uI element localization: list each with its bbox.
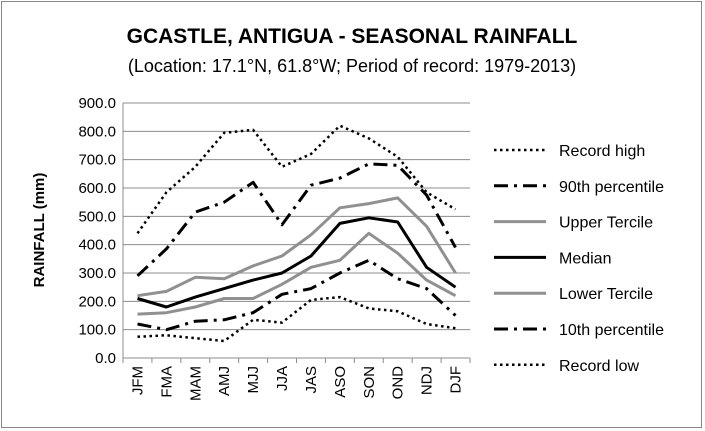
legend-label: Upper Tercile bbox=[559, 215, 653, 232]
x-tick-label: MAM bbox=[187, 366, 204, 401]
gridlines bbox=[123, 102, 470, 359]
chart-subtitle: (Location: 17.1°N, 61.8°W; Period of rec… bbox=[128, 56, 576, 76]
y-tick-label: 700.0 bbox=[78, 152, 116, 169]
x-tick-label: JJA bbox=[274, 366, 291, 391]
x-tick-label: FMA bbox=[158, 366, 175, 398]
x-tick-label: JAS bbox=[303, 366, 320, 394]
x-tick-label: SON bbox=[361, 366, 378, 399]
x-tick-label: ASO bbox=[332, 366, 349, 398]
x-tick-label: MJJ bbox=[245, 366, 262, 394]
legend: Record high 90th percentile Upper Tercile M… bbox=[494, 143, 664, 375]
series-line-10th-percentile bbox=[137, 258, 457, 332]
chart-title: GCASTLE, ANTIGUA - SEASONAL RAINFALL bbox=[127, 25, 578, 48]
y-tick-label: 0.0 bbox=[95, 350, 116, 367]
series-line-record-high bbox=[136, 124, 457, 235]
axes: 0.0 100.0 200.0 300.0 400.0 500.0 600.0 700.0 80… bbox=[78, 95, 471, 401]
series-line-lower-tercile bbox=[137, 231, 457, 316]
series-line-90th-percentile bbox=[136, 162, 457, 277]
series-lines bbox=[136, 124, 457, 343]
x-tick-label: JFM bbox=[129, 366, 146, 395]
legend-label: Median bbox=[559, 250, 611, 267]
legend-label: 10th percentile bbox=[559, 322, 664, 339]
legend-label: Lower Tercile bbox=[559, 286, 653, 303]
y-tick-label: 600.0 bbox=[78, 180, 116, 197]
y-axis-label: RAINFALL (mm) bbox=[31, 173, 48, 288]
legend-label: Record high bbox=[559, 143, 645, 160]
y-tick-label: 200.0 bbox=[78, 293, 116, 310]
y-tick-label: 900.0 bbox=[78, 95, 116, 112]
y-tick-label: 100.0 bbox=[78, 322, 116, 339]
series-line-median bbox=[137, 216, 457, 309]
x-tick-label: OND bbox=[390, 366, 407, 400]
series-line-record-low bbox=[137, 295, 456, 343]
x-tick-label: NDJ bbox=[419, 366, 436, 395]
y-tick-label: 800.0 bbox=[78, 123, 116, 140]
y-tick-label: 500.0 bbox=[78, 208, 116, 225]
y-tick-label: 400.0 bbox=[78, 237, 116, 254]
x-tick-label: AMJ bbox=[216, 366, 233, 396]
series-line-upper-tercile bbox=[137, 196, 457, 298]
y-tick-label: 300.0 bbox=[78, 265, 116, 282]
legend-label: 90th percentile bbox=[559, 179, 664, 196]
x-tick-label: DJF bbox=[448, 366, 465, 394]
legend-label: Record low bbox=[559, 358, 639, 375]
